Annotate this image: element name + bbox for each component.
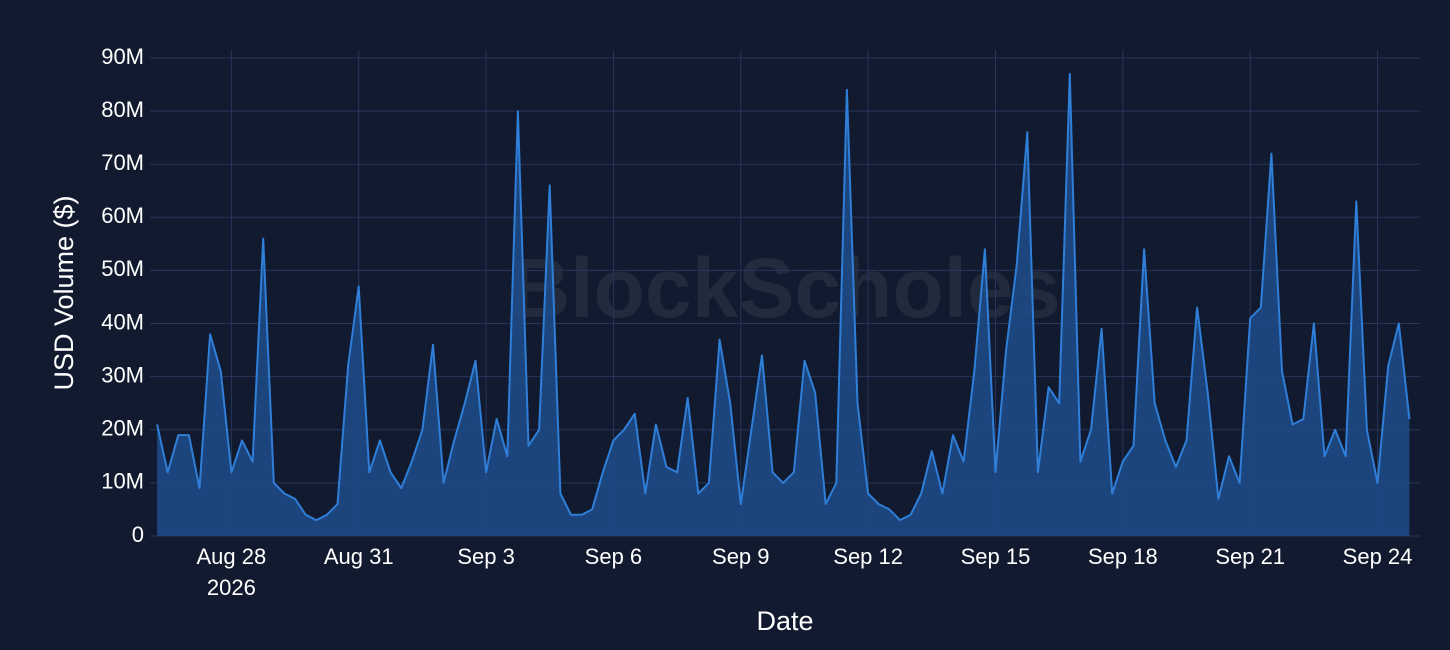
- y-tick-label: 40M: [101, 309, 144, 334]
- x-tick-label: Sep 15: [961, 544, 1031, 569]
- y-axis-title: USD Volume ($): [49, 195, 79, 390]
- y-tick-label: 90M: [101, 44, 144, 69]
- x-tick-label: Sep 24: [1343, 544, 1413, 569]
- x-year-label: 2026: [207, 575, 256, 600]
- y-tick-label: 0: [132, 522, 144, 547]
- watermark: BlockScholes: [510, 241, 1061, 335]
- line: [156, 72, 1411, 522]
- y-tick-label: 30M: [101, 362, 144, 387]
- x-tick-label: Aug 28: [196, 544, 266, 569]
- x-tick-label: Sep 3: [457, 544, 515, 569]
- x-tick-label: Aug 31: [324, 544, 394, 569]
- y-tick-label: 20M: [101, 416, 144, 441]
- x-tick-label: Sep 6: [585, 544, 643, 569]
- x-tick-label: Sep 9: [712, 544, 770, 569]
- x-tick-label: Sep 12: [833, 544, 903, 569]
- y-tick-label: 60M: [101, 203, 144, 228]
- y-tick-label: 10M: [101, 469, 144, 494]
- area-fill: [157, 73, 1410, 537]
- x-axis-title: Date: [756, 606, 813, 636]
- y-tick-label: 70M: [101, 150, 144, 175]
- y-tick-label: 50M: [101, 256, 144, 281]
- x-tick-label: Sep 18: [1088, 544, 1158, 569]
- y-tick-label: 80M: [101, 97, 144, 122]
- x-tick-label: Sep 21: [1215, 544, 1285, 569]
